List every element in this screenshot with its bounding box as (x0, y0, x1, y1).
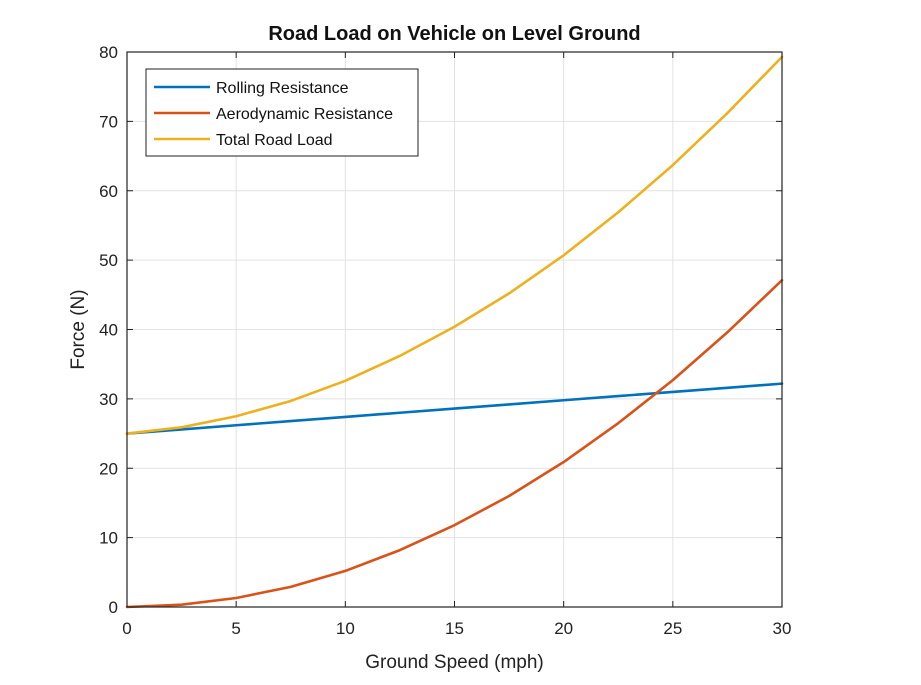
y-tick-label: 10 (99, 529, 118, 548)
legend-entry-label: Total Road Load (216, 132, 333, 149)
legend: Rolling Resistance Aerodynamic Resistance… (145, 68, 419, 157)
x-tick-label: 0 (122, 619, 131, 638)
x-tick-label: 10 (336, 619, 355, 638)
y-tick-label: 30 (99, 390, 118, 409)
plot-lines (125, 55, 784, 609)
y-tick-label: 0 (109, 598, 118, 617)
x-tick-label: 20 (554, 619, 573, 638)
axis-ticks: 0 5 10 15 20 25 30 0 10 20 30 40 50 60 70 80 (99, 43, 791, 638)
x-tick-label: 30 (773, 619, 792, 638)
series-line-rolling-resistance (125, 382, 784, 435)
y-tick-label: 60 (99, 182, 118, 201)
legend-entry-label: Aerodynamic Resistance (216, 106, 393, 123)
y-tick-label: 50 (99, 251, 118, 270)
legend-entry-label: Rolling Resistance (216, 80, 349, 97)
x-tick-label: 25 (663, 619, 682, 638)
x-tick-label: 5 (231, 619, 240, 638)
x-axis-label: Ground Speed (mph) (365, 652, 544, 673)
y-tick-label: 20 (99, 459, 118, 478)
y-tick-label: 40 (99, 321, 118, 340)
x-tick-label: 15 (445, 619, 464, 638)
series-line-total-road-load (125, 55, 784, 435)
y-tick-label: 80 (99, 43, 118, 62)
y-tick-label: 70 (99, 112, 118, 131)
series-line-aerodynamic-resistance (125, 278, 784, 609)
chart-title: Road Load on Vehicle on Level Ground (268, 23, 640, 45)
y-axis-label: Force (N) (68, 289, 89, 369)
